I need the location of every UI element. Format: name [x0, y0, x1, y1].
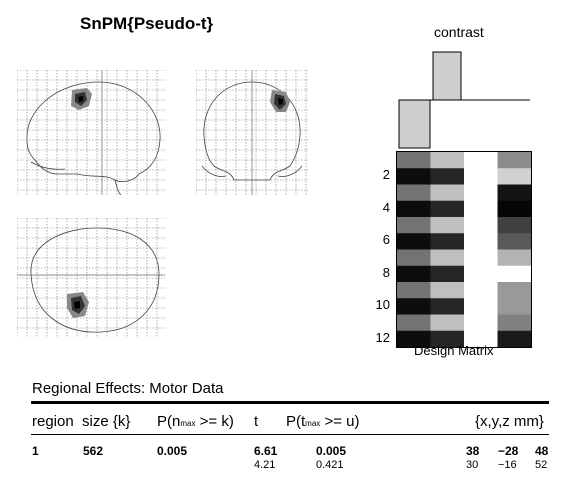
- design-matrix-cell: [497, 168, 531, 185]
- contrast-bar-2: [432, 51, 462, 101]
- cell-region: 1: [32, 444, 39, 458]
- contrast-bar-chart: [398, 51, 530, 149]
- design-matrix-cell: [397, 298, 431, 315]
- cell-pu: 0.005: [316, 444, 347, 458]
- design-matrix-cell: [464, 168, 498, 185]
- design-matrix-cell: [497, 249, 531, 267]
- col-header-pu: P(tmax >= u): [286, 413, 360, 430]
- design-matrix-cell: [497, 217, 531, 234]
- design-matrix-cell: [430, 282, 465, 299]
- cell-x: 38: [466, 444, 480, 458]
- design-matrix-cell: [497, 314, 531, 332]
- design-matrix-cell: [430, 184, 465, 202]
- cell-z: 52: [535, 459, 548, 471]
- design-matrix-cell: [397, 168, 431, 185]
- activation-blob-transverse: [67, 292, 89, 318]
- design-matrix-cell: [497, 330, 531, 347]
- design-matrix-cell: [430, 298, 465, 315]
- design-matrix-cell: [464, 298, 498, 315]
- design-matrix-tick: 8: [382, 264, 390, 280]
- activation-blob-sagittal: [71, 88, 92, 110]
- design-matrix-cell: [397, 152, 431, 169]
- design-matrix-cell: [464, 184, 498, 202]
- col-header-coords: {x,y,z mm}: [475, 413, 544, 430]
- design-matrix-cell: [497, 184, 531, 202]
- design-matrix-cell: [430, 200, 465, 218]
- design-matrix-cell: [464, 314, 498, 332]
- design-matrix-cell: [464, 152, 498, 169]
- col-header-pk: P(nmax >= k): [157, 413, 234, 430]
- cell-y: −28: [498, 444, 519, 458]
- design-matrix-cell: [397, 233, 431, 250]
- col-header-pk-tail: >= k): [199, 413, 234, 430]
- design-matrix-cell: [430, 217, 465, 234]
- design-matrix-cell: [397, 200, 431, 218]
- glass-brain-coronal: [196, 70, 308, 195]
- col-header-pu-sub: max: [305, 419, 321, 428]
- design-matrix-cell: [464, 249, 498, 267]
- col-header-t: t: [254, 413, 259, 430]
- design-matrix: [396, 151, 532, 348]
- design-matrix-cell: [497, 265, 531, 283]
- design-matrix-cell: [464, 330, 498, 347]
- cell-pk: 0.005: [157, 444, 188, 458]
- design-matrix-cell: [430, 152, 465, 169]
- design-matrix-label: Design Matrix: [414, 343, 494, 358]
- glass-brain-transverse: [17, 218, 165, 338]
- design-matrix-cell: [397, 265, 431, 283]
- cell-z: 48: [535, 444, 549, 458]
- cell-pu: 0.421: [316, 459, 344, 471]
- col-header-pk-sub: max: [180, 419, 196, 428]
- design-matrix-cell: [397, 249, 431, 267]
- cell-t: 4.21: [254, 459, 276, 471]
- col-header-pu-main: P(t: [286, 413, 306, 430]
- design-matrix-tick: 2: [382, 167, 390, 183]
- design-matrix-cell: [430, 330, 465, 347]
- cell-x: 30: [466, 459, 479, 471]
- cell-t: 6.61: [254, 444, 278, 458]
- design-matrix-cell: [430, 233, 465, 250]
- design-matrix-tick: 4: [382, 199, 390, 215]
- page-title: SnPM{Pseudo-t}: [80, 14, 214, 33]
- activation-blob-coronal: [270, 90, 290, 112]
- col-header-pu-tail: >= u): [324, 413, 360, 430]
- design-matrix-tick: 12: [375, 329, 390, 345]
- design-matrix-cell: [397, 314, 431, 332]
- design-matrix-cell: [497, 282, 531, 299]
- design-matrix-cell: [464, 265, 498, 283]
- cell-y: −16: [498, 459, 517, 471]
- design-matrix-cell: [430, 249, 465, 267]
- cell-size: 562: [83, 444, 104, 458]
- design-matrix-cell: [430, 314, 465, 332]
- design-matrix-cell: [397, 330, 431, 347]
- design-matrix-cell: [497, 233, 531, 250]
- contrast-label: contrast: [434, 24, 484, 40]
- design-matrix-cell: [464, 233, 498, 250]
- design-matrix-tick: 10: [375, 297, 390, 313]
- design-matrix-cell: [464, 217, 498, 234]
- table-top-rule: [31, 401, 549, 404]
- design-matrix-cell: [464, 200, 498, 218]
- col-header-region: region: [32, 413, 74, 430]
- design-matrix-cell: [497, 298, 531, 315]
- glass-brain-sagittal: [17, 70, 165, 195]
- design-matrix-cell: [497, 200, 531, 218]
- contrast-bar-1: [398, 99, 431, 149]
- design-matrix-cell: [464, 282, 498, 299]
- design-matrix-cell: [397, 217, 431, 234]
- results-title: Regional Effects: Motor Data: [32, 380, 224, 397]
- design-matrix-cell: [497, 152, 531, 169]
- design-matrix-cell: [397, 282, 431, 299]
- col-header-pk-main: P(n: [157, 413, 181, 430]
- design-matrix-tick: 6: [382, 232, 390, 248]
- design-matrix-cell: [430, 168, 465, 185]
- design-matrix-cell: [430, 265, 465, 283]
- col-header-size: size {k}: [82, 413, 131, 430]
- table-header-rule: [31, 434, 549, 435]
- design-matrix-cell: [397, 184, 431, 202]
